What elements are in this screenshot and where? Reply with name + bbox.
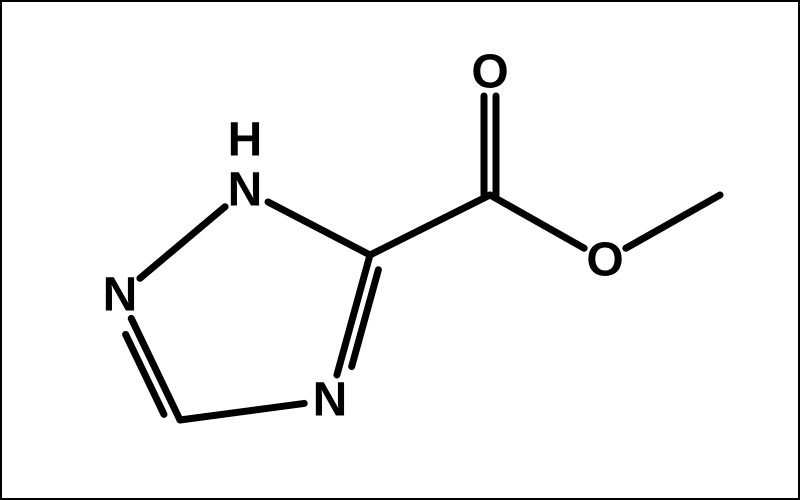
atom-label-N2: N — [103, 269, 138, 322]
atom-label-N1: N — [228, 164, 263, 217]
atom-label-O8: O — [586, 234, 623, 287]
atom-label-N4: N — [313, 374, 348, 427]
atom-label-O7: O — [471, 46, 508, 99]
atom-h-N1: H — [228, 114, 263, 167]
molecule-diagram: NHNNOO — [0, 0, 800, 500]
